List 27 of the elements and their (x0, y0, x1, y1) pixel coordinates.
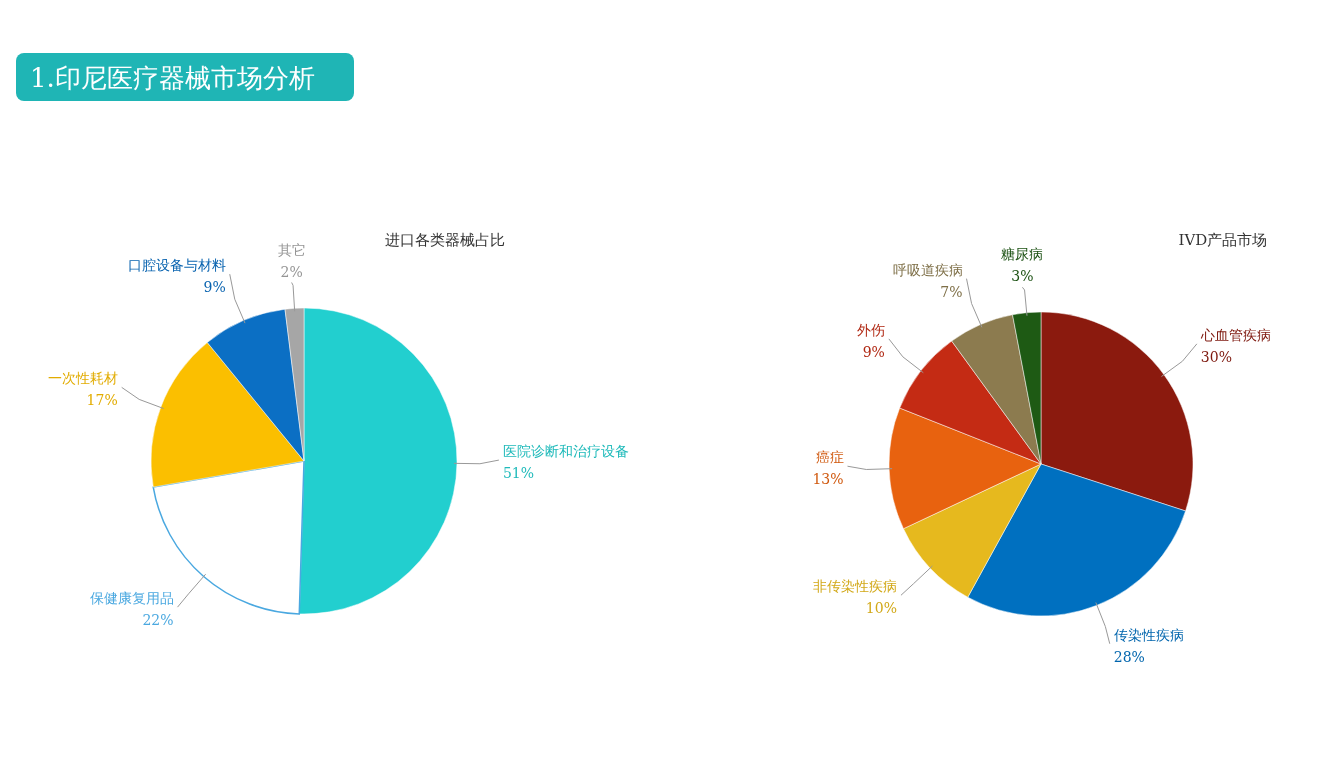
text: 1.印尼医疗器械市场分析 (30, 63, 315, 93)
slice-label: 糖尿病 (1001, 246, 1044, 263)
data-label: 7% (940, 283, 963, 300)
data-label: 30% (1200, 348, 1232, 365)
slice-label: 外伤 (856, 321, 885, 338)
data-label: 9% (862, 343, 885, 360)
data-label: 10% (865, 600, 897, 617)
slice-label: 心血管疾病 (1199, 326, 1271, 343)
data-label: 17% (86, 392, 118, 409)
data-label: 22% (142, 612, 174, 629)
slice-label: 癌症 (815, 449, 844, 466)
chart-title: 进口各类器械占比 (385, 231, 505, 249)
data-label: 2% (280, 263, 303, 280)
chart-title: IVD产品市场 (1178, 231, 1268, 249)
slice-label: 保健康复用品 (89, 590, 174, 607)
slice-label: 传染性疾病 (1113, 626, 1184, 643)
data-label: 9% (203, 279, 226, 296)
data-label: 28% (1113, 648, 1145, 665)
slice-label: 呼吸道疾病 (892, 261, 963, 278)
data-label: 13% (812, 471, 844, 488)
slice-label: 其它 (277, 241, 306, 258)
slice-label: 医院诊断和治疗设备 (502, 443, 629, 460)
slice-label: 一次性耗材 (47, 370, 118, 387)
slice-label: 非传染性疾病 (812, 578, 897, 595)
data-label: 3% (1011, 268, 1034, 285)
slice-label: 口腔设备与材料 (127, 257, 226, 274)
data-label: 51% (502, 465, 534, 482)
